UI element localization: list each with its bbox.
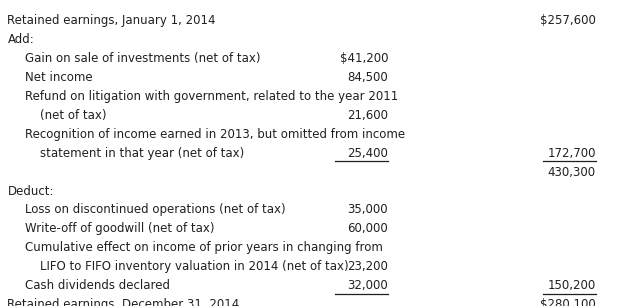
Text: LIFO to FIFO inventory valuation in 2014 (net of tax): LIFO to FIFO inventory valuation in 2014… [25, 260, 349, 273]
Text: Net income: Net income [25, 71, 92, 84]
Text: Write-off of goodwill (net of tax): Write-off of goodwill (net of tax) [25, 222, 215, 235]
Text: $280,100: $280,100 [540, 298, 596, 306]
Text: Refund on litigation with government, related to the year 2011: Refund on litigation with government, re… [25, 90, 398, 103]
Text: 172,700: 172,700 [547, 147, 596, 159]
Text: Deduct:: Deduct: [7, 185, 54, 197]
Text: Gain on sale of investments (net of tax): Gain on sale of investments (net of tax) [25, 52, 260, 65]
Text: 430,300: 430,300 [548, 166, 596, 178]
Text: 35,000: 35,000 [348, 203, 388, 216]
Text: Recognition of income earned in 2013, but omitted from income: Recognition of income earned in 2013, bu… [25, 128, 405, 140]
Text: Loss on discontinued operations (net of tax): Loss on discontinued operations (net of … [25, 203, 286, 216]
Text: $41,200: $41,200 [339, 52, 388, 65]
Text: 150,200: 150,200 [548, 279, 596, 292]
Text: 25,400: 25,400 [347, 147, 388, 159]
Text: (net of tax): (net of tax) [25, 109, 107, 121]
Text: Retained earnings, January 1, 2014: Retained earnings, January 1, 2014 [7, 14, 216, 27]
Text: 84,500: 84,500 [348, 71, 388, 84]
Text: statement in that year (net of tax): statement in that year (net of tax) [25, 147, 244, 159]
Text: Add:: Add: [7, 33, 34, 46]
Text: 60,000: 60,000 [348, 222, 388, 235]
Text: 32,000: 32,000 [348, 279, 388, 292]
Text: 23,200: 23,200 [347, 260, 388, 273]
Text: 21,600: 21,600 [347, 109, 388, 121]
Text: $257,600: $257,600 [540, 14, 596, 27]
Text: Cumulative effect on income of prior years in changing from: Cumulative effect on income of prior yea… [25, 241, 383, 254]
Text: Cash dividends declared: Cash dividends declared [25, 279, 170, 292]
Text: Retained earnings, December 31, 2014: Retained earnings, December 31, 2014 [7, 298, 240, 306]
